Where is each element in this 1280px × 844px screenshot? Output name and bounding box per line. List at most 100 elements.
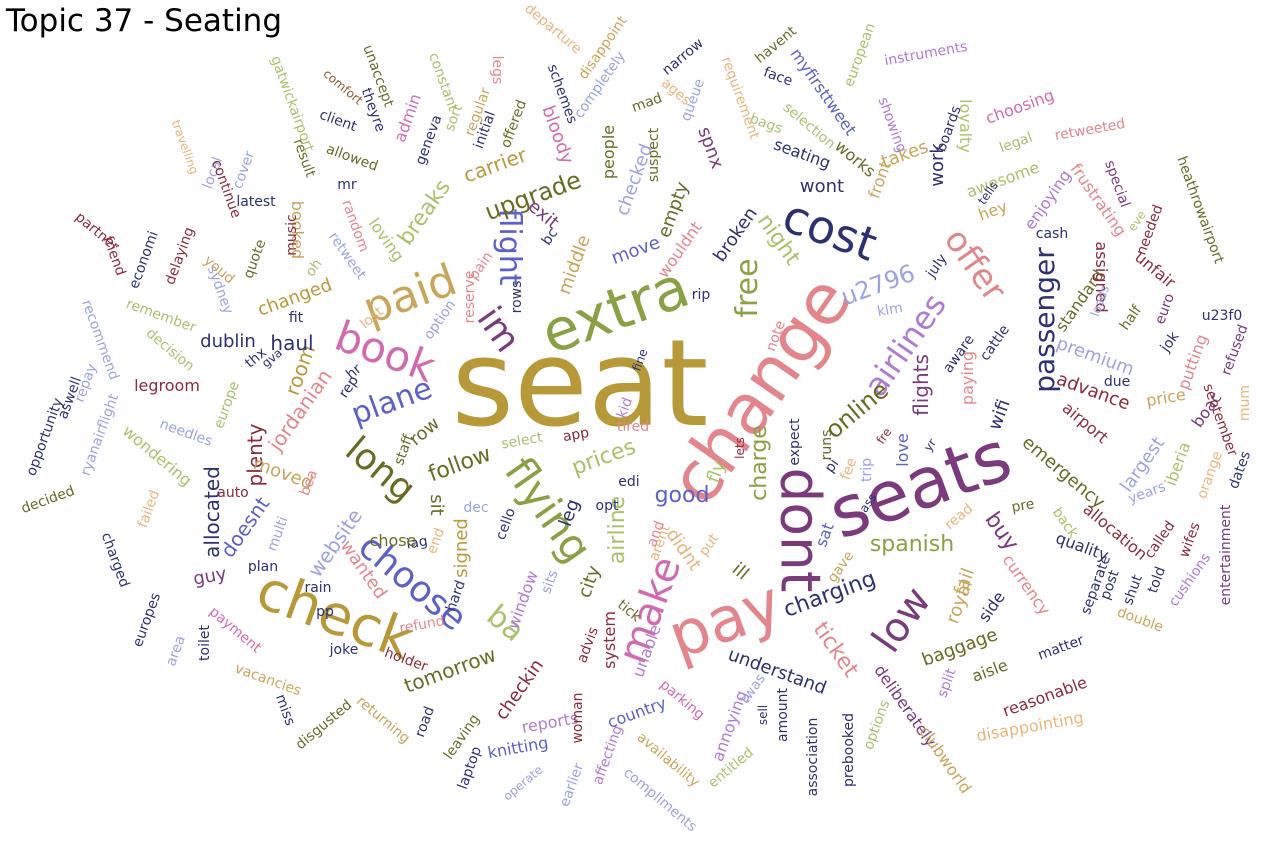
cloud-word: europes	[129, 590, 165, 650]
cloud-word: u23f0	[1201, 308, 1243, 324]
cloud-word: broken	[709, 203, 762, 267]
cloud-word: buy	[979, 507, 1024, 556]
cloud-word: called	[1141, 518, 1179, 562]
cloud-word: jok	[1157, 328, 1183, 356]
cloud-word: signed	[451, 518, 472, 578]
cloud-word: joke	[329, 642, 359, 658]
cloud-word: woman	[570, 692, 586, 744]
cloud-word: cover	[229, 148, 259, 192]
cloud-word: love	[893, 433, 912, 467]
cloud-word: showing	[874, 95, 910, 155]
cloud-word: end	[423, 525, 449, 557]
cloud-word: ryanairflight	[77, 392, 123, 478]
cloud-word: failed	[134, 488, 164, 530]
cloud-word: royal	[942, 577, 978, 627]
cloud-word: putting	[1173, 331, 1212, 393]
cloud-word: knitting	[486, 732, 550, 763]
cloud-word: area	[163, 633, 189, 669]
cloud-word: plan	[247, 559, 279, 575]
cloud-word: suspect	[646, 127, 662, 183]
cloud-word: follow	[425, 441, 495, 488]
cloud-word: rows	[509, 280, 525, 314]
cloud-word: friend	[99, 234, 129, 278]
cloud-word: admin	[390, 91, 426, 145]
cloud-word: prebooked	[841, 712, 857, 788]
cloud-word: shut	[1120, 572, 1146, 608]
cloud-word: cello	[492, 505, 520, 543]
cloud-word: options	[860, 698, 894, 752]
cloud-word: fit	[288, 310, 304, 326]
cloud-word: auto	[217, 485, 249, 501]
cloud-word: departure	[521, 0, 585, 58]
cloud-word: disappointing	[974, 707, 1085, 746]
cloud-word: due	[1103, 374, 1131, 390]
cloud-word: fre	[873, 425, 895, 447]
cloud-word: client	[317, 106, 359, 136]
cloud-word: returning	[353, 693, 413, 747]
cloud-word: face	[761, 64, 795, 90]
cloud-word: people	[599, 124, 618, 180]
cloud-word: earlier	[556, 761, 588, 809]
cloud-word: association	[805, 717, 821, 797]
cloud-word: split	[934, 666, 960, 700]
cloud-word: staff	[391, 432, 417, 468]
cloud-word: geneva	[412, 112, 446, 168]
cloud-word: pre	[1010, 496, 1036, 516]
cloud-word: chose	[369, 531, 417, 550]
cloud-word: offered	[497, 97, 531, 151]
cloud-word: system	[600, 611, 619, 669]
cloud-word: aisle	[969, 655, 1011, 686]
cloud-word: sat	[811, 520, 838, 550]
cloud-word: doesnt	[215, 492, 275, 562]
cloud-word: instruments	[883, 38, 969, 70]
cloud-word: back	[1048, 504, 1082, 542]
cloud-word: mum	[1237, 384, 1253, 422]
cloud-word: legs	[489, 55, 505, 85]
cloud-word: quote	[240, 237, 270, 281]
cloud-word: pp	[316, 604, 334, 620]
cloud-word: runs	[819, 429, 835, 461]
cloud-word: toilet	[197, 625, 213, 661]
cloud-word: ticket	[807, 617, 864, 682]
cloud-word: expect	[787, 418, 803, 466]
cloud-word: edi	[618, 474, 640, 490]
cloud-word: multi	[264, 514, 292, 554]
cloud-word: charged	[97, 530, 133, 590]
cloud-word: cattle	[977, 322, 1013, 364]
cloud-word: half	[1116, 302, 1146, 334]
cloud-word: orange	[1194, 449, 1226, 501]
cloud-word: exit	[523, 195, 563, 234]
cloud-word: travelling	[168, 117, 202, 177]
cloud-word: city	[574, 562, 605, 601]
cloud-word: airport	[1058, 398, 1112, 448]
cloud-word: legroom	[134, 376, 200, 395]
cloud-word: trip	[859, 457, 875, 483]
cloud-word: europe	[211, 379, 243, 431]
cloud-word: window	[503, 568, 542, 632]
cloud-word: entertainment	[1218, 504, 1234, 606]
cloud-word: heathrowairport	[1173, 154, 1227, 266]
cloud-word: needles	[157, 416, 215, 450]
cloud-word: u2796	[837, 258, 919, 312]
page-title: Topic 37 - Seating	[6, 3, 283, 39]
cloud-word: requirement	[717, 54, 763, 142]
cloud-word: rip	[691, 287, 711, 303]
cloud-word: put	[695, 530, 723, 560]
cloud-word: country	[604, 693, 669, 732]
cloud-word: twas	[737, 670, 769, 708]
cloud-word: works	[831, 136, 880, 182]
cloud-word: offer	[935, 221, 1015, 309]
cloud-word: told	[1144, 564, 1170, 596]
cloud-word: charge	[747, 425, 772, 501]
cloud-word: delaying	[162, 225, 198, 287]
cloud-word: vacancies	[232, 660, 304, 700]
cloud-word: clubworld	[915, 722, 976, 797]
cloud-word: opportunity	[23, 395, 67, 479]
cloud-word: side	[974, 587, 1009, 626]
cloud-word: operate	[500, 762, 546, 804]
cloud-word: free	[730, 258, 765, 318]
cloud-word: gatwickairport	[267, 53, 317, 155]
cloud-word: advis	[574, 624, 602, 666]
cloud-word: choosing	[982, 85, 1057, 128]
